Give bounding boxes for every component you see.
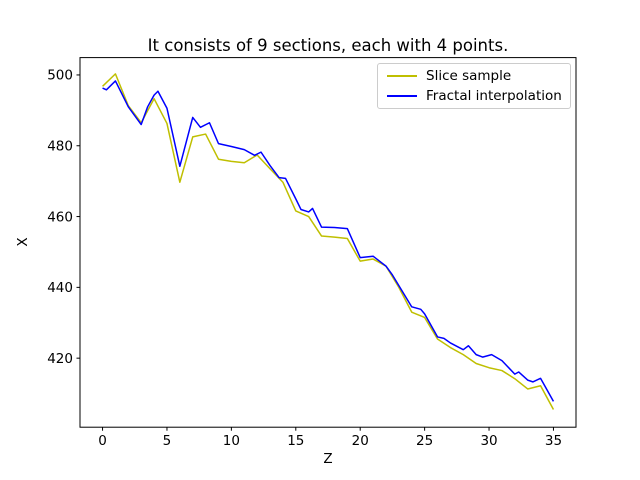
chart-title: It consists of 9 sections, each with 4 p…: [147, 36, 509, 55]
x-tick-label: 30: [480, 433, 497, 449]
y-tick-label: 480: [47, 139, 73, 155]
legend-label-slice-sample: Slice sample: [426, 68, 512, 84]
legend-label-fractal-interpolation: Fractal interpolation: [426, 88, 562, 104]
x-tick-label: 15: [287, 433, 304, 449]
axes-spines: [79, 57, 577, 428]
legend-item-slice-sample: Slice sample: [378, 66, 570, 86]
x-tick-label: 35: [545, 433, 562, 449]
x-tick-label: 25: [416, 433, 433, 449]
x-tick-label: 10: [223, 433, 240, 449]
y-tick-label: 440: [47, 280, 73, 296]
x-tick-label: 0: [98, 433, 107, 449]
y-axis-label: X: [15, 237, 31, 247]
x-axis-label: Z: [323, 451, 333, 467]
legend-item-fractal-interpolation: Fractal interpolation: [378, 86, 570, 106]
legend-line-swatch-fractal-interpolation: [387, 95, 417, 97]
legend-line-swatch-slice-sample: [387, 75, 417, 77]
y-tick-label: 420: [47, 351, 73, 367]
y-tick-label: 460: [47, 209, 73, 225]
series-line-fractal-interpolation: [102, 80, 555, 402]
series-line-slice-sample: [102, 73, 555, 410]
y-tick-label: 500: [47, 68, 73, 84]
x-tick-label: 20: [352, 433, 369, 449]
x-tick-label: 5: [163, 433, 172, 449]
legend: Slice sample Fractal interpolation: [377, 63, 571, 109]
